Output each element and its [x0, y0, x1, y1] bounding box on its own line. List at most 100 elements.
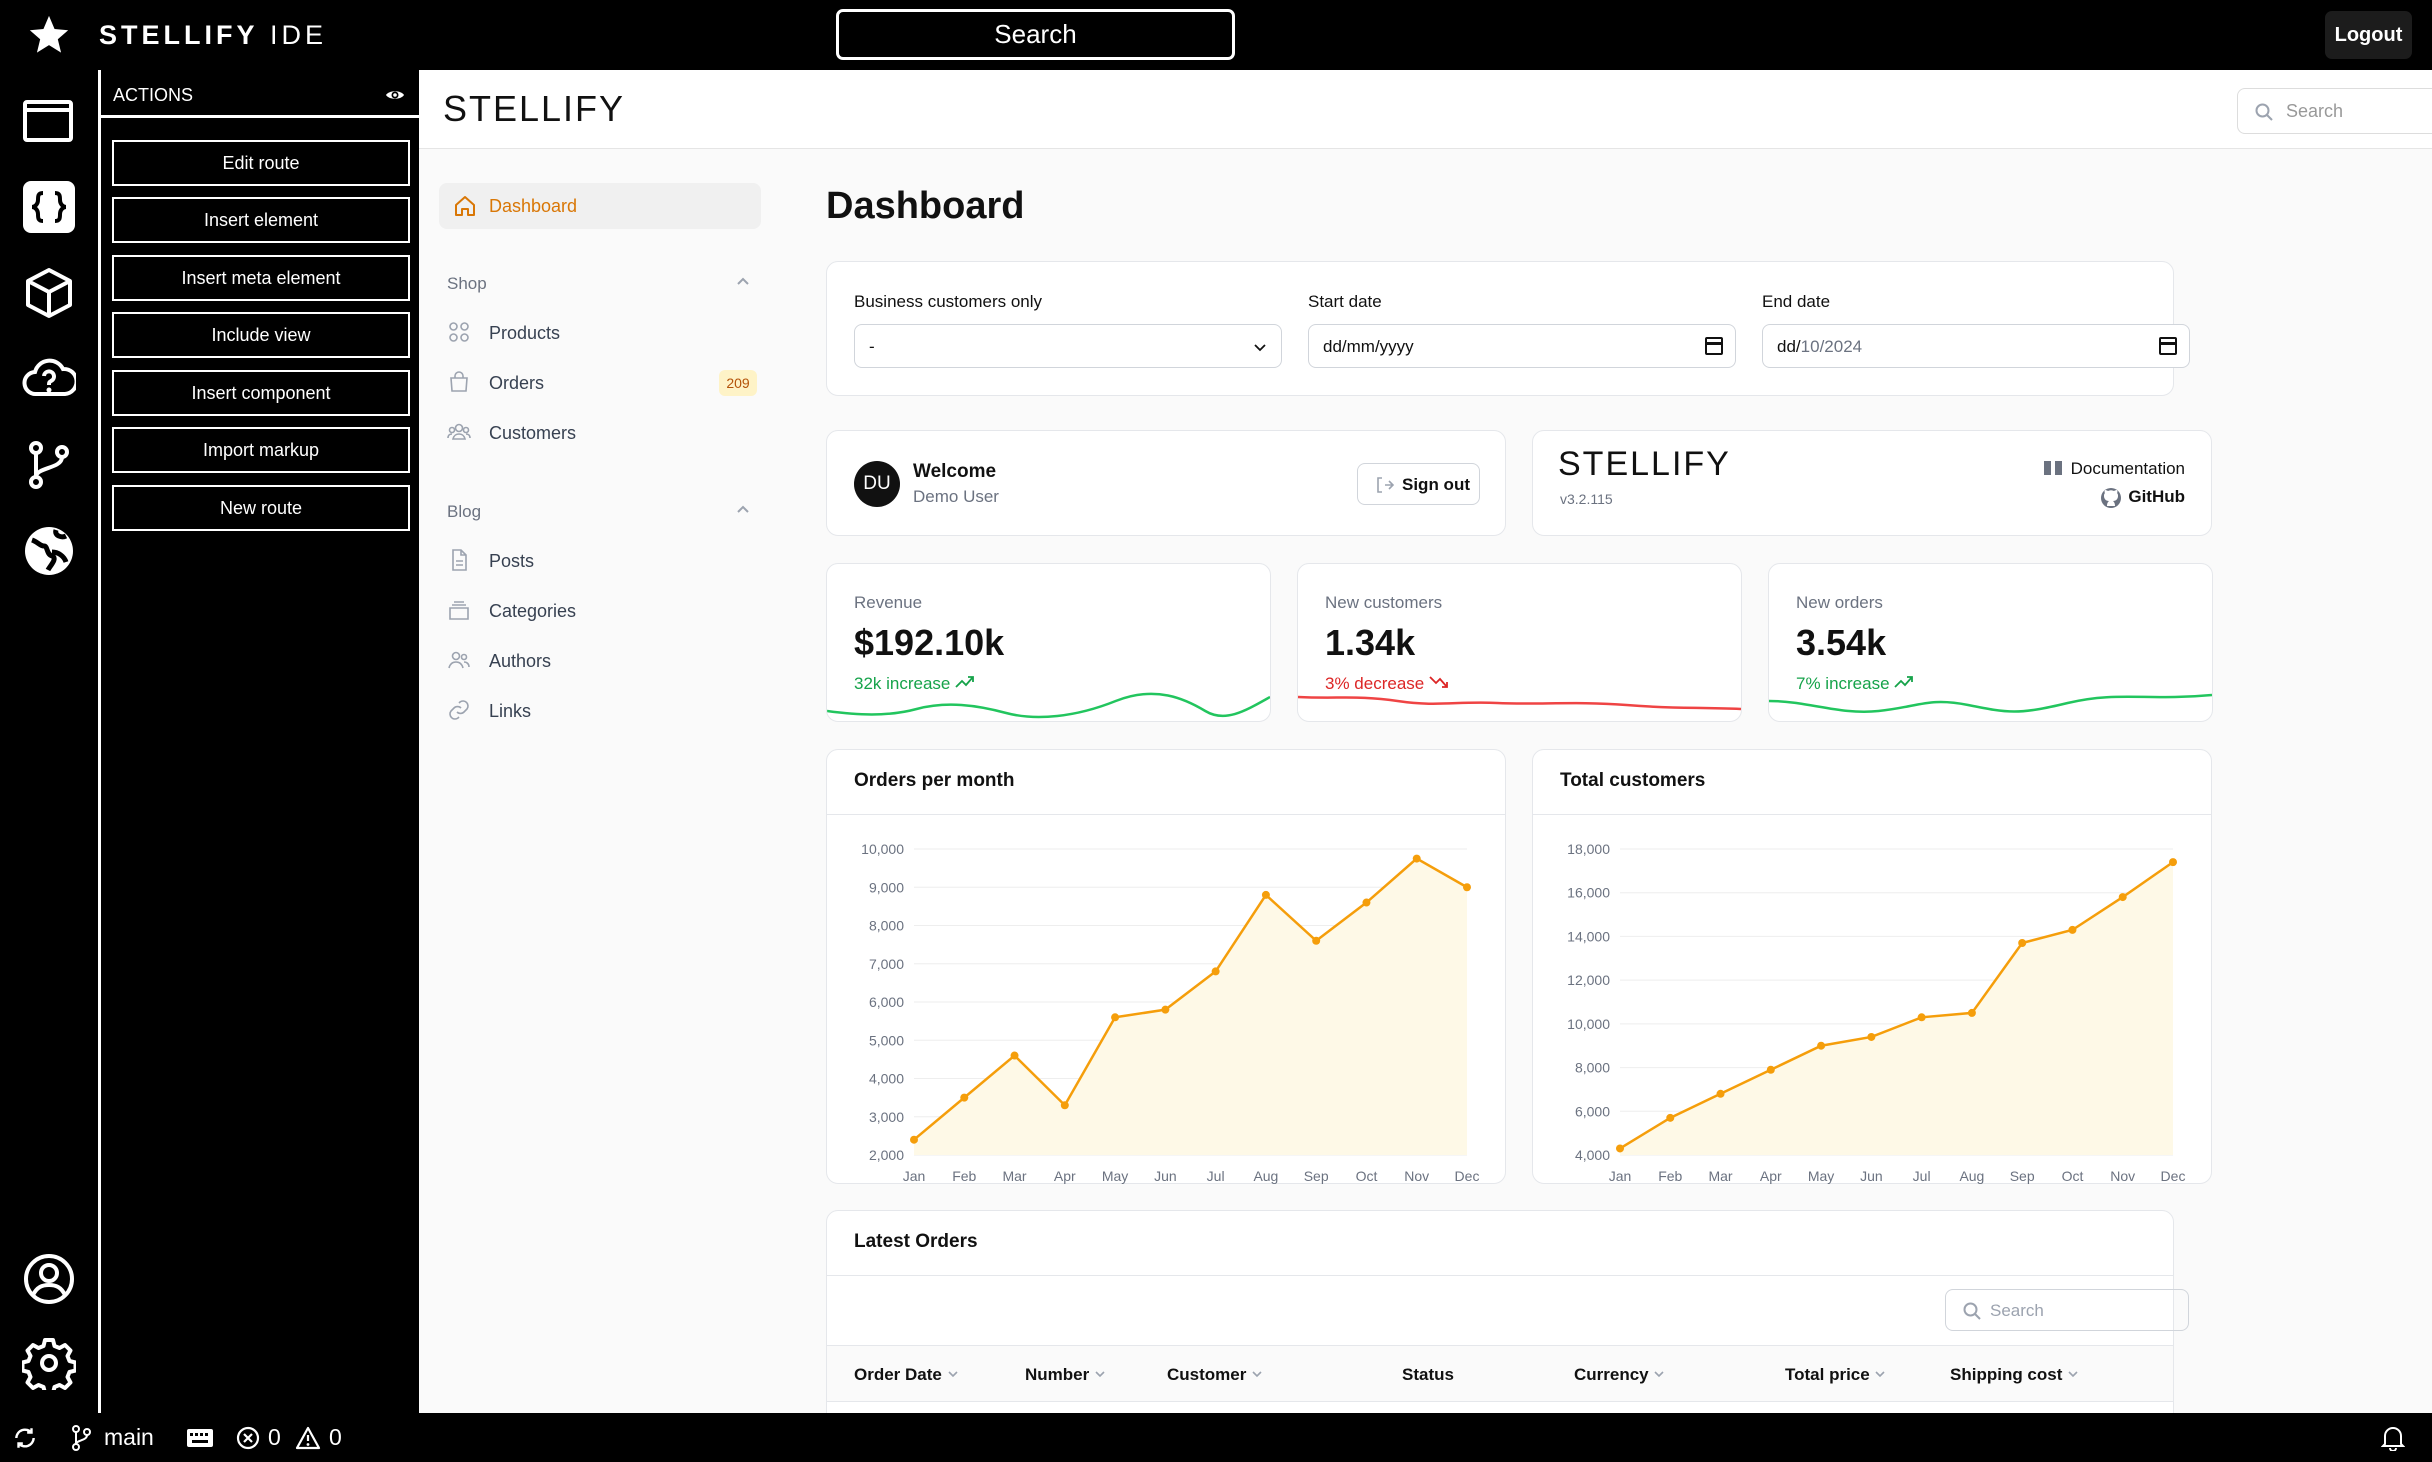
x-tick-label: Apr [1760, 1168, 1782, 1184]
info-logo: STELLIFY [1558, 445, 1731, 483]
data-point [1412, 854, 1421, 863]
include-view-button[interactable]: Include view [112, 312, 410, 358]
area-fill [914, 858, 1467, 1155]
keyboard-icon[interactable] [186, 1427, 214, 1449]
nav-item-authors[interactable]: Authors [447, 641, 757, 681]
stat-value: 1.34k [1325, 622, 1416, 663]
home-icon [455, 196, 475, 216]
nav-group-blog[interactable]: Blog [447, 502, 482, 521]
col-total-price[interactable]: Total price [1785, 1365, 1886, 1385]
user-circle-icon[interactable] [22, 1252, 76, 1306]
logout-button[interactable]: Logout [2325, 11, 2412, 59]
import-markup-button[interactable]: Import markup [112, 427, 410, 473]
avatar: DU [854, 461, 900, 507]
calendar-icon[interactable] [2159, 337, 2177, 355]
edit-route-button[interactable]: Edit route [112, 140, 410, 186]
chevron-down-icon [1252, 1371, 1262, 1378]
cube-icon[interactable] [22, 266, 76, 320]
code-braces-icon[interactable] [22, 180, 76, 234]
col-currency[interactable]: Currency [1574, 1365, 1665, 1385]
error-circle-icon[interactable] [236, 1426, 260, 1450]
start-date-input[interactable]: dd/mm/yyyy [1308, 324, 1736, 368]
ide-search-button[interactable]: Search [836, 9, 1235, 60]
nav-item-orders[interactable]: Orders 209 [447, 363, 757, 403]
x-tick-label: Jan [1609, 1168, 1632, 1184]
col-shipping-cost[interactable]: Shipping cost [1950, 1365, 2079, 1385]
bell-icon[interactable] [2381, 1425, 2405, 1451]
data-point [2068, 925, 2077, 934]
col-customer[interactable]: Customer [1167, 1365, 1263, 1385]
ide-icon-rail [0, 70, 98, 1413]
nav-item-links[interactable]: Links [447, 691, 757, 731]
window-icon[interactable] [22, 94, 76, 148]
end-date-input[interactable]: dd/10/2024 [1762, 324, 2190, 368]
x-tick-label: Jan [903, 1168, 926, 1184]
data-point [1616, 1144, 1624, 1153]
actions-header: ACTIONS [101, 70, 419, 118]
y-tick-label: 7,000 [869, 956, 904, 972]
insert-element-button[interactable]: Insert element [112, 197, 410, 243]
app-logo[interactable]: STELLIFY [443, 88, 626, 129]
documentation-link[interactable]: Documentation [2043, 459, 2185, 479]
x-tick-label: Nov [1404, 1168, 1429, 1184]
orders-sparkline [1769, 693, 2212, 713]
git-branch-icon[interactable] [22, 438, 76, 492]
app-sidebar: Dashboard Shop Products Orders 209 Custo… [419, 149, 779, 1413]
nav-item-products[interactable]: Products [447, 313, 757, 353]
insert-meta-element-button[interactable]: Insert meta element [112, 255, 410, 301]
actions-panel: ACTIONS Edit route Insert element Insert… [98, 70, 419, 1413]
star-logo-icon [29, 15, 69, 53]
nav-item-posts[interactable]: Posts [447, 541, 757, 581]
cloud-help-icon[interactable] [22, 352, 76, 406]
revenue-sparkline [827, 692, 1270, 719]
data-point [960, 1093, 969, 1102]
ide-topbar: STELLIFY IDE Search Logout [0, 0, 2432, 70]
github-icon [2101, 488, 2122, 508]
error-count: 0 [268, 1424, 281, 1450]
sign-out-button[interactable]: Sign out [1357, 463, 1480, 505]
warning-icon[interactable] [295, 1426, 321, 1450]
sync-icon[interactable] [12, 1425, 38, 1451]
revenue-stat-card: Revenue $192.10k 32k increase [826, 563, 1271, 722]
nav-group-shop[interactable]: Shop [447, 274, 487, 293]
data-point [1817, 1041, 1826, 1050]
new-route-button[interactable]: New route [112, 485, 410, 531]
business-customers-select[interactable]: - [854, 324, 1282, 368]
calendar-icon[interactable] [1705, 337, 1723, 355]
data-point [1312, 936, 1321, 945]
x-tick-label: Dec [1455, 1168, 1480, 1184]
data-point [1666, 1113, 1675, 1122]
x-tick-label: Aug [1959, 1168, 1984, 1184]
app-search-input[interactable]: Search [2237, 88, 2432, 134]
insert-component-button[interactable]: Insert component [112, 370, 410, 416]
x-tick-label: Oct [1356, 1168, 1378, 1184]
eye-icon[interactable] [385, 85, 405, 105]
orders-search-input[interactable]: Search [1945, 1289, 2189, 1331]
x-tick-label: Nov [2110, 1168, 2135, 1184]
nav-item-customers[interactable]: Customers [447, 413, 757, 453]
data-point [1111, 1013, 1120, 1022]
data-point [910, 1135, 918, 1144]
globe-icon[interactable] [22, 524, 76, 578]
gear-icon[interactable] [22, 1336, 76, 1390]
data-point [2118, 893, 2127, 902]
x-tick-label: Aug [1253, 1168, 1278, 1184]
branch-name[interactable]: main [104, 1424, 154, 1450]
x-tick-label: Jun [1154, 1168, 1177, 1184]
chevron-up-icon[interactable] [735, 274, 751, 290]
col-number[interactable]: Number [1025, 1365, 1106, 1385]
chevron-up-icon[interactable] [735, 502, 751, 518]
github-link[interactable]: GitHub [2100, 487, 2185, 508]
app-preview: STELLIFY Search Dashboard Shop Products … [419, 70, 2432, 1413]
nav-item-dashboard[interactable]: Dashboard [439, 183, 761, 229]
x-tick-label: Feb [1658, 1168, 1682, 1184]
divider [827, 1345, 2173, 1346]
latest-orders-card: Latest Orders Search Order Date Number C… [826, 1210, 2189, 1413]
nav-item-categories[interactable]: Categories [447, 591, 757, 631]
y-tick-label: 3,000 [869, 1109, 904, 1125]
new-customers-stat-card: New customers 1.34k 3% decrease [1297, 563, 1742, 722]
y-tick-label: 10,000 [1567, 1016, 1610, 1032]
x-tick-label: Mar [1708, 1168, 1732, 1184]
warning-count: 0 [329, 1424, 342, 1450]
col-order-date[interactable]: Order Date [854, 1365, 959, 1385]
